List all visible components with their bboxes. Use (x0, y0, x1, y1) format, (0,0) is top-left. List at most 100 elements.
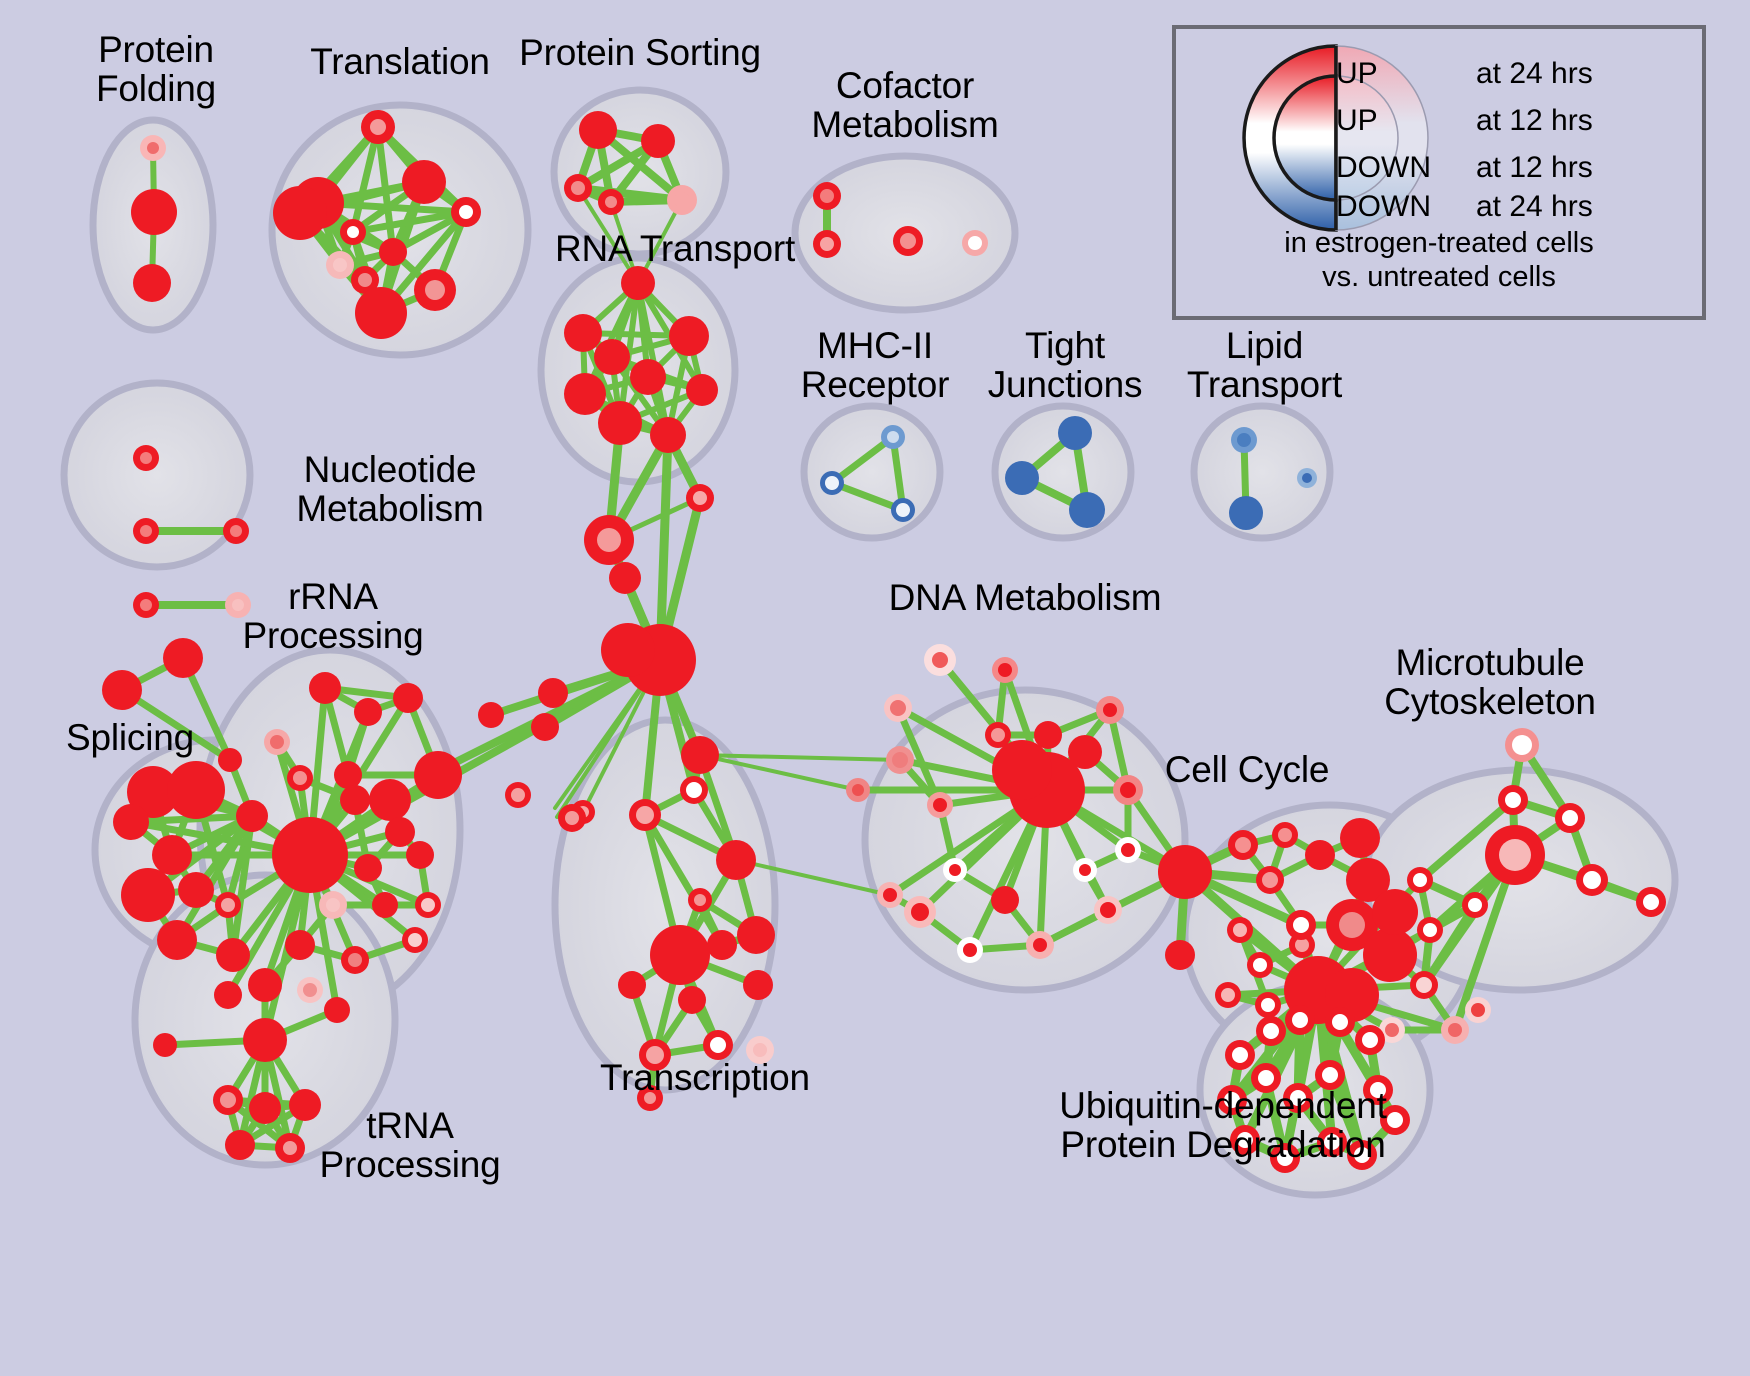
node[interactable] (618, 971, 646, 999)
node[interactable] (1225, 1040, 1255, 1070)
node[interactable] (1255, 992, 1281, 1018)
node[interactable] (1247, 952, 1273, 978)
node[interactable] (223, 518, 249, 544)
node[interactable] (1576, 864, 1608, 896)
node[interactable] (688, 888, 712, 912)
node[interactable] (891, 498, 915, 522)
node[interactable] (1297, 468, 1317, 488)
node[interactable] (133, 592, 159, 618)
node[interactable] (678, 986, 706, 1014)
node[interactable] (361, 110, 395, 144)
node[interactable] (669, 316, 709, 356)
node[interactable] (354, 854, 382, 882)
node[interactable] (1005, 461, 1039, 495)
node[interactable] (157, 920, 197, 960)
node[interactable] (340, 219, 366, 245)
node[interactable] (1441, 1016, 1469, 1044)
node[interactable] (598, 189, 624, 215)
node[interactable] (1363, 928, 1417, 982)
node[interactable] (680, 776, 708, 804)
node[interactable] (415, 892, 441, 918)
node[interactable] (650, 925, 710, 985)
node[interactable] (297, 977, 323, 1003)
node[interactable] (393, 683, 423, 713)
node[interactable] (1410, 971, 1438, 999)
node[interactable] (273, 186, 327, 240)
node[interactable] (341, 946, 369, 974)
node[interactable] (379, 238, 407, 266)
node[interactable] (1372, 889, 1418, 935)
node[interactable] (703, 1030, 733, 1060)
node[interactable] (716, 840, 756, 880)
node[interactable] (1058, 416, 1092, 450)
node[interactable] (531, 713, 559, 741)
node[interactable] (153, 1033, 177, 1057)
node[interactable] (1347, 1140, 1377, 1170)
node[interactable] (893, 226, 923, 256)
node[interactable] (1229, 496, 1263, 530)
node[interactable] (354, 698, 382, 726)
node[interactable] (1026, 931, 1054, 959)
node[interactable] (275, 1133, 305, 1163)
node[interactable] (743, 970, 773, 1000)
node[interactable] (820, 471, 844, 495)
node[interactable] (249, 1092, 281, 1124)
node[interactable] (1317, 1127, 1347, 1157)
node[interactable] (1286, 910, 1316, 940)
node[interactable] (1325, 1007, 1355, 1037)
node[interactable] (1379, 1017, 1405, 1043)
node[interactable] (538, 678, 568, 708)
node[interactable] (564, 314, 602, 352)
node[interactable] (992, 740, 1052, 800)
node[interactable] (686, 374, 718, 406)
node[interactable] (285, 930, 315, 960)
node[interactable] (225, 592, 251, 618)
node[interactable] (992, 657, 1018, 683)
node[interactable] (1283, 1083, 1313, 1113)
node[interactable] (369, 779, 411, 821)
node[interactable] (1462, 892, 1488, 918)
node[interactable] (630, 359, 666, 395)
node[interactable] (163, 638, 203, 678)
node[interactable] (1555, 803, 1585, 833)
node[interactable] (962, 230, 988, 256)
node[interactable] (1285, 1005, 1315, 1035)
node[interactable] (1485, 825, 1545, 885)
node[interactable] (877, 882, 903, 908)
node[interactable] (1380, 1105, 1410, 1135)
node[interactable] (598, 401, 642, 445)
node[interactable] (584, 515, 634, 565)
node[interactable] (113, 804, 149, 840)
node[interactable] (213, 1085, 243, 1115)
node[interactable] (639, 1039, 671, 1071)
node[interactable] (1256, 866, 1284, 894)
node[interactable] (924, 644, 956, 676)
node[interactable] (1217, 1085, 1247, 1115)
node[interactable] (340, 785, 370, 815)
node[interactable] (133, 445, 159, 471)
node[interactable] (1256, 1016, 1286, 1046)
node[interactable] (264, 729, 290, 755)
node[interactable] (406, 841, 434, 869)
node[interactable] (1068, 735, 1102, 769)
node[interactable] (131, 189, 177, 235)
node[interactable] (637, 1085, 663, 1111)
node[interactable] (1251, 1063, 1281, 1093)
node[interactable] (1498, 785, 1528, 815)
node[interactable] (1230, 1125, 1260, 1155)
node[interactable] (1215, 982, 1241, 1008)
node[interactable] (133, 264, 171, 302)
node[interactable] (1034, 721, 1062, 749)
node[interactable] (272, 817, 348, 893)
node[interactable] (243, 1018, 287, 1062)
node[interactable] (1355, 1025, 1385, 1055)
node[interactable] (478, 702, 504, 728)
node[interactable] (1315, 1060, 1345, 1090)
node[interactable] (621, 266, 655, 300)
node[interactable] (594, 339, 630, 375)
node[interactable] (289, 1089, 321, 1121)
node[interactable] (1407, 867, 1433, 893)
node[interactable] (1346, 858, 1390, 902)
node[interactable] (737, 916, 775, 954)
node[interactable] (167, 761, 225, 819)
